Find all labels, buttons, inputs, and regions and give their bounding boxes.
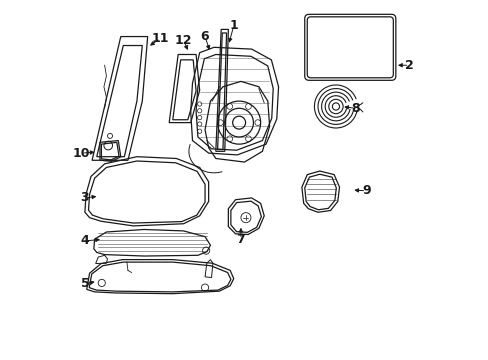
- Text: 3: 3: [81, 192, 89, 204]
- Text: 2: 2: [404, 59, 413, 72]
- Text: 8: 8: [351, 102, 359, 115]
- Text: 5: 5: [81, 278, 89, 291]
- Text: 1: 1: [229, 19, 238, 32]
- Text: 6: 6: [201, 30, 209, 43]
- Text: 4: 4: [81, 234, 89, 247]
- Text: 11: 11: [151, 32, 169, 45]
- Text: 10: 10: [72, 147, 90, 159]
- Text: 12: 12: [174, 33, 192, 47]
- Text: 7: 7: [236, 233, 245, 246]
- Text: 9: 9: [362, 184, 370, 197]
